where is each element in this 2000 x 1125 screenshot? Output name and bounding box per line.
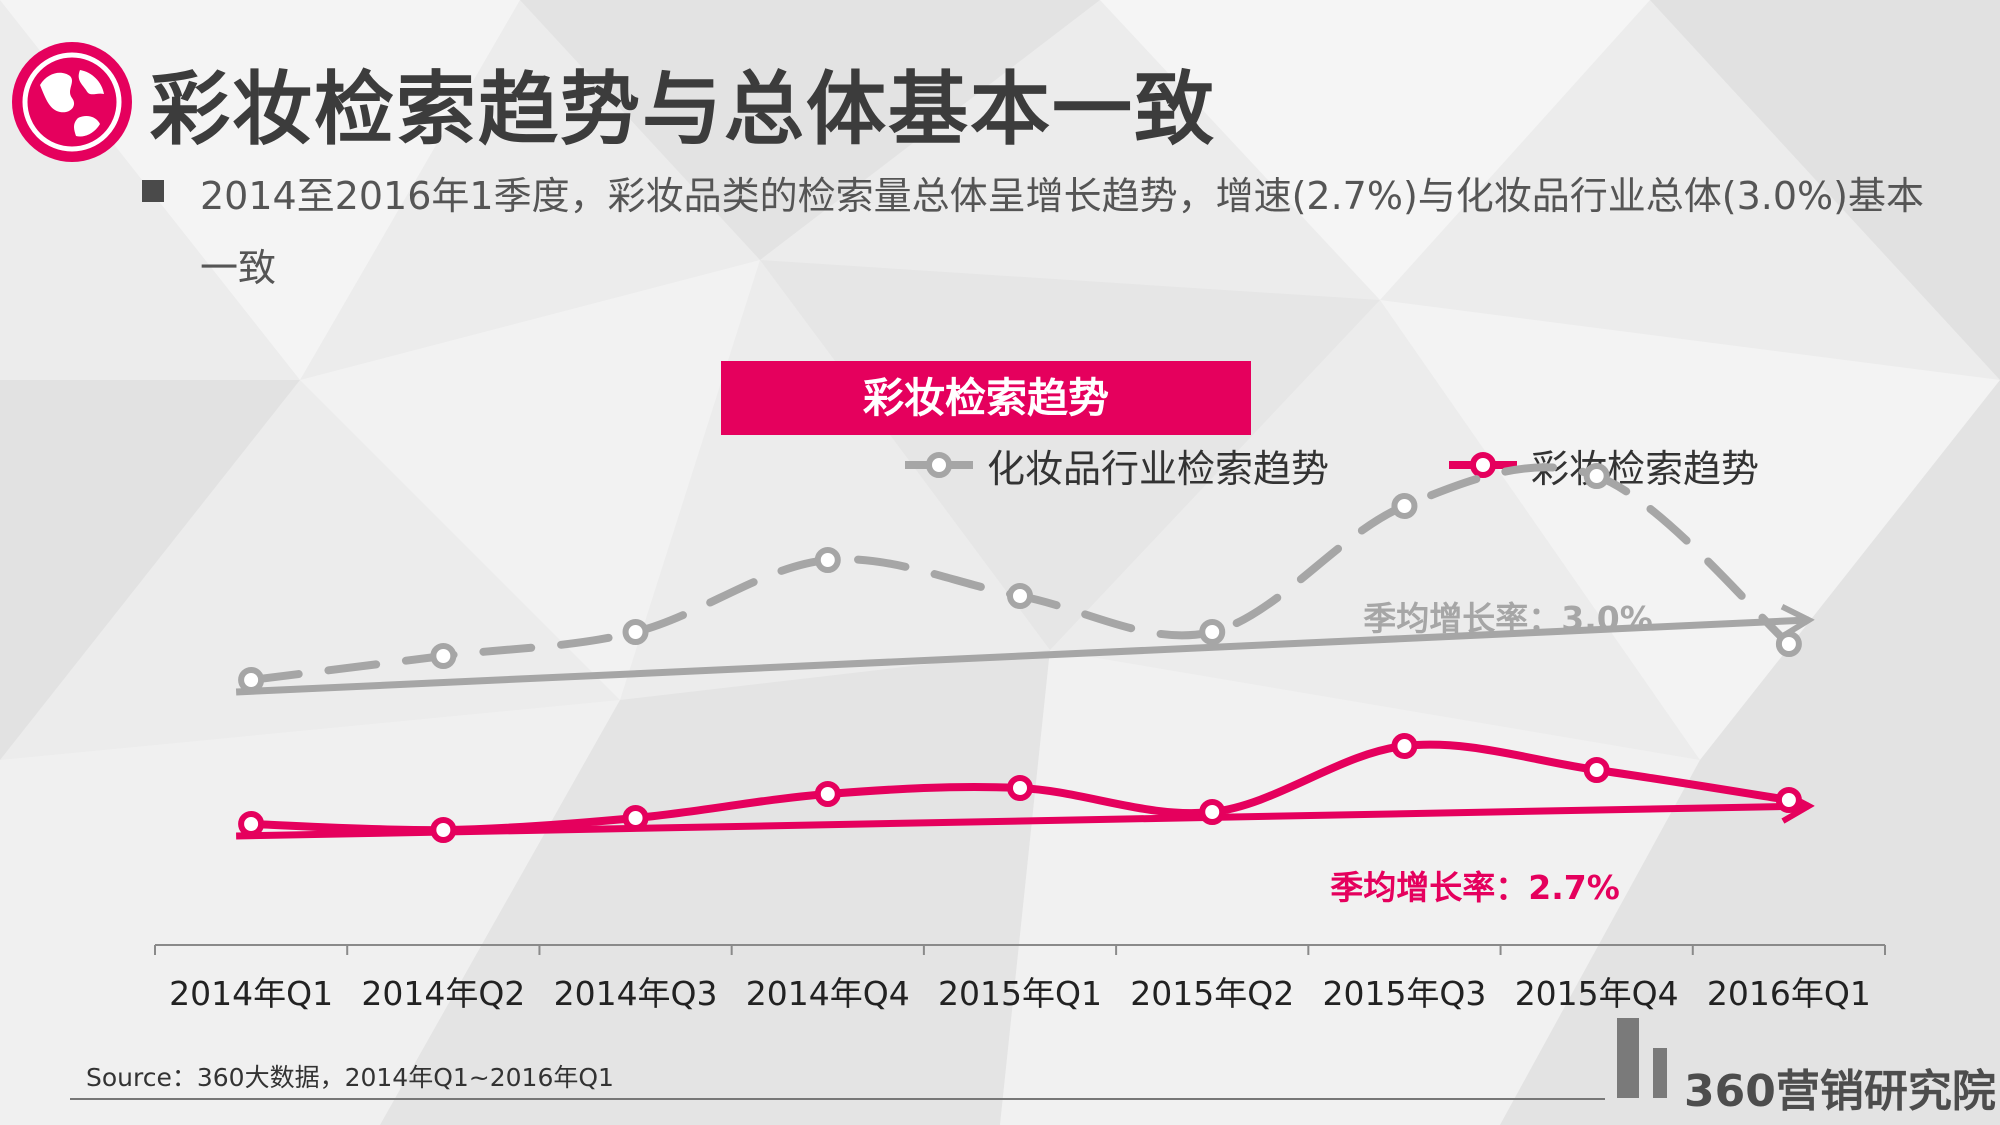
- bullet-marker: [142, 180, 164, 202]
- data-point-makeup-0: [238, 811, 265, 837]
- data-point-industry-1: [430, 643, 457, 669]
- x-tick-label: 2014年Q4: [746, 974, 910, 1013]
- x-tick-label: 2016年Q1: [1707, 974, 1871, 1013]
- data-point-makeup-3: [814, 781, 841, 807]
- globe-icon: [12, 42, 132, 162]
- brand-name: 360营销研究院: [1684, 1066, 1996, 1117]
- data-point-industry-0: [238, 667, 265, 693]
- series-line-industry: [247, 463, 1793, 684]
- data-point-industry-4: [1007, 583, 1033, 609]
- data-point-industry-2: [622, 619, 649, 645]
- data-point-industry-3: [814, 547, 841, 573]
- data-point-makeup-4: [1007, 775, 1033, 801]
- trend-label-industry: 季均增长率：3.0%: [1363, 599, 1653, 638]
- legend-label-industry: 化妆品行业检索趋势: [987, 446, 1330, 491]
- trendline-industry: [235, 620, 1809, 696]
- legend-marker-dashed-icon: [905, 452, 973, 478]
- footer-divider: [70, 1098, 1605, 1100]
- summary-bullet: 2014至2016年1季度，彩妆品类的检索量总体呈增长趋势，增速(2.7%)与化…: [200, 174, 1924, 290]
- legend-item-industry: 化妆品行业检索趋势: [903, 440, 1330, 491]
- x-tick-label: 2014年Q3: [554, 974, 718, 1013]
- x-tick-label: 2014年Q1: [169, 974, 333, 1013]
- data-point-industry-7: [1583, 463, 1610, 489]
- data-point-makeup-7: [1583, 757, 1610, 783]
- data-point-industry-8: [1775, 631, 1802, 657]
- x-tick-label: 2015年Q4: [1515, 974, 1679, 1013]
- page-title: 彩妆检索趋势与总体基本一致: [150, 63, 1216, 156]
- legend-label-makeup: 彩妆检索趋势: [1531, 446, 1760, 491]
- data-point-makeup-1: [430, 817, 457, 843]
- source-note: Source：360大数据，2014年Q1~2016年Q1: [86, 1063, 614, 1092]
- brand-logo-icon: [1617, 1018, 1667, 1098]
- legend-marker-solid-icon: [1449, 452, 1517, 478]
- data-point-industry-5: [1199, 619, 1226, 645]
- trend-label-makeup: 季均增长率：2.7%: [1330, 868, 1620, 907]
- data-point-makeup-8: [1775, 787, 1802, 813]
- data-point-makeup-5: [1199, 799, 1226, 825]
- x-tick-label: 2015年Q3: [1322, 974, 1486, 1013]
- chart-title: 彩妆检索趋势: [721, 361, 1251, 435]
- legend-item-makeup: 彩妆检索趋势: [1447, 440, 1760, 491]
- x-tick-label: 2014年Q2: [361, 974, 525, 1013]
- data-point-industry-6: [1391, 493, 1418, 519]
- x-tick-label: 2015年Q1: [938, 974, 1102, 1013]
- x-tick-label: 2015年Q2: [1130, 974, 1294, 1013]
- data-point-makeup-6: [1391, 733, 1418, 759]
- data-point-makeup-2: [622, 805, 649, 831]
